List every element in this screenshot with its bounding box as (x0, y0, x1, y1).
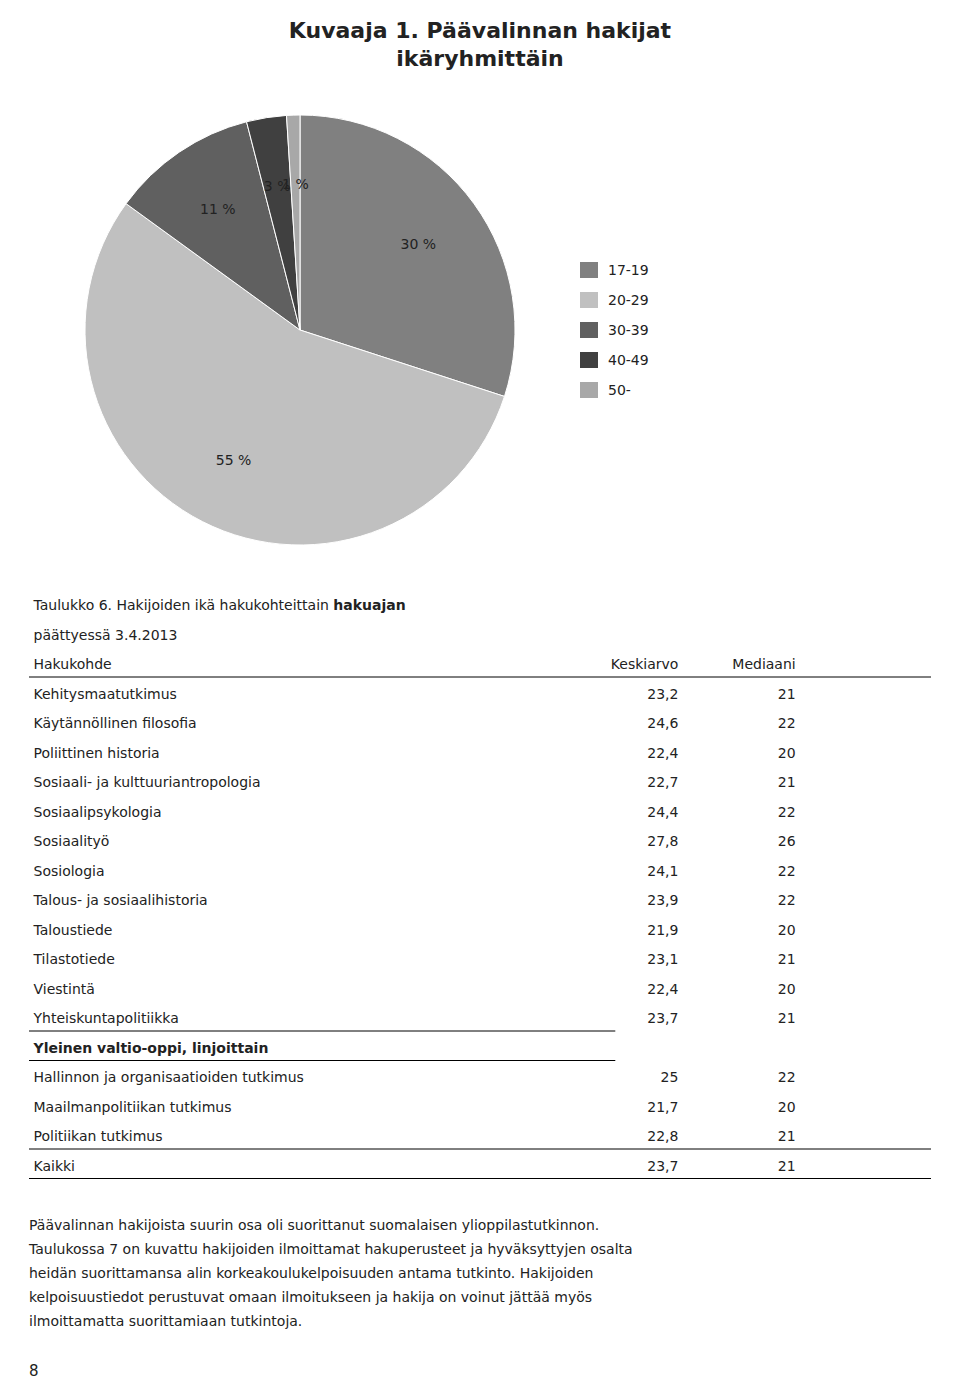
data-label: 30 % (400, 236, 436, 252)
legend-swatch (580, 292, 598, 308)
data-label: 1 % (282, 176, 309, 192)
table-cell: Taloustiede (33, 922, 113, 938)
table-cell: 23,7 (647, 1010, 678, 1026)
table-cell: 20 (778, 1099, 796, 1115)
table-cell: 20 (778, 981, 796, 997)
table-cell: Sosiologia (34, 863, 105, 879)
table-cell: 21,7 (647, 1099, 678, 1115)
table-cell: Keskiarvo (611, 656, 679, 672)
table-cell: 21 (778, 1158, 796, 1174)
table-cell: 21 (778, 1010, 796, 1026)
data-label: 55 % (216, 452, 252, 468)
pie-slice (247, 115, 300, 330)
table-cell: Viestintä (34, 981, 95, 997)
footer-line: kelpoisuustiedot perustuvat omaan ilmoit… (29, 1289, 592, 1305)
table-rule (29, 1178, 931, 1179)
table-cell: Käytännöllinen filosofia (34, 715, 197, 731)
title: Kuvaaja 1. Päävalinnan hakijat ikäryhmitt… (289, 18, 672, 71)
table-cell: 22,4 (647, 745, 678, 761)
caption-part: hakuajan (333, 597, 405, 613)
table-cell: Poliittinen historia (34, 745, 160, 761)
table-cell: 24,6 (647, 715, 678, 731)
table-cell: 22 (778, 892, 796, 908)
caption-part: Taulukko 6. Haki (33, 597, 148, 613)
table-cell: 21,9 (647, 922, 678, 938)
table-caption: Taulukko 6. Hakijoiden ikä hakukohteitta… (33, 597, 406, 613)
pie (85, 115, 515, 545)
legend-swatch (580, 322, 598, 338)
table-cell: Politiikan tutkimus (34, 1128, 163, 1144)
page-number: 8 (29, 1362, 39, 1380)
table-cell: Maailmanpolitiikan tutkimus (34, 1099, 232, 1115)
pie-slice (287, 115, 300, 330)
footer-line: Taulukossa 7 on kuvattu hakijoiden ilmoi… (28, 1241, 633, 1257)
table-cell: 22 (778, 804, 796, 820)
table-cell: Tilastotiede (33, 951, 115, 967)
table-cell: 24,1 (647, 863, 678, 879)
table-cell: 21 (778, 951, 796, 967)
table-cell: 22 (778, 863, 796, 879)
table-cell: 21 (778, 774, 796, 790)
table-cell: 22,7 (647, 774, 678, 790)
caption-part: joiden ikä hakukohteittain (147, 597, 334, 613)
legend-label: 20-29 (608, 292, 649, 308)
legend-label: 40-49 (608, 352, 649, 368)
table-cell: 23,2 (647, 686, 678, 702)
footer-line: heidän suorittamansa alin korkeakoulukel… (29, 1265, 594, 1281)
table-section-header: Yleinen valtio-oppi, linjoittain (33, 1040, 269, 1056)
table-cell: 25 (661, 1069, 679, 1085)
table-cell: 22,4 (647, 981, 678, 997)
table-cell: 23,1 (647, 951, 678, 967)
table-cell: Mediaani (732, 656, 795, 672)
data-label: 11 % (200, 201, 236, 217)
table-cell: Hallinnon ja organisaatioiden tutkimus (34, 1069, 304, 1085)
footer-line: Päävalinnan hakijoista suurin osa oli su… (29, 1217, 599, 1233)
table-cell: Hakukohde (34, 656, 112, 672)
footer-line: ilmoittamatta suorittamiaan tutkintoja. (29, 1313, 302, 1329)
table-cell: 21 (778, 686, 796, 702)
table-cell: 22 (778, 715, 796, 731)
legend-label: 50- (608, 382, 631, 398)
table-cell: Kehitysmaatutkimus (34, 686, 177, 702)
table-cell: 23,9 (647, 892, 678, 908)
legend: 17-19 20-29 30-39 40-49 50- (580, 262, 649, 398)
table-rule (29, 1149, 931, 1150)
table-cell: Sosiaali- ja kulttuuriantropologia (34, 774, 261, 790)
table-cell: Sosiaalipsykologia (34, 804, 162, 820)
page: Kuvaaja 1. Päävalinnan hakijat ikäryhmitt… (0, 0, 960, 1398)
table-cell: Yhteiskuntapolitiikka (33, 1010, 179, 1026)
table-cell: 21 (778, 1128, 796, 1144)
title-line: ikäryhmittäin (396, 46, 563, 71)
table-cell: Kaikki (34, 1158, 76, 1174)
table-cell: 26 (778, 833, 796, 849)
table-rule (29, 677, 931, 678)
table-cell: 20 (778, 922, 796, 938)
table-cell: 22,8 (647, 1128, 678, 1144)
legend-swatch (580, 262, 598, 278)
table-cell: 23,7 (647, 1158, 678, 1174)
legend-label: 17-19 (608, 262, 649, 278)
table-cell: Talous- ja sosiaalihistoria (33, 892, 208, 908)
table-caption: päättyessä 3.4.2013 (34, 627, 178, 643)
legend-swatch (580, 352, 598, 368)
table: Taulukko 6. Hakijoiden ikä hakukohteitta… (29, 597, 931, 1179)
table-cell: 24,4 (647, 804, 678, 820)
legend-swatch (580, 382, 598, 398)
table-cell: Sosiaalityö (34, 833, 110, 849)
table-cell: 27,8 (647, 833, 678, 849)
legend-label: 30-39 (608, 322, 649, 338)
table-cell: 22 (778, 1069, 796, 1085)
table-rule (29, 1031, 615, 1032)
footer-text: Päävalinnan hakijoista suurin osa oli su… (28, 1217, 633, 1329)
table-rule (29, 1060, 615, 1061)
title-line: Kuvaaja 1. Päävalinnan hakijat (289, 18, 672, 43)
table-cell: 20 (778, 745, 796, 761)
